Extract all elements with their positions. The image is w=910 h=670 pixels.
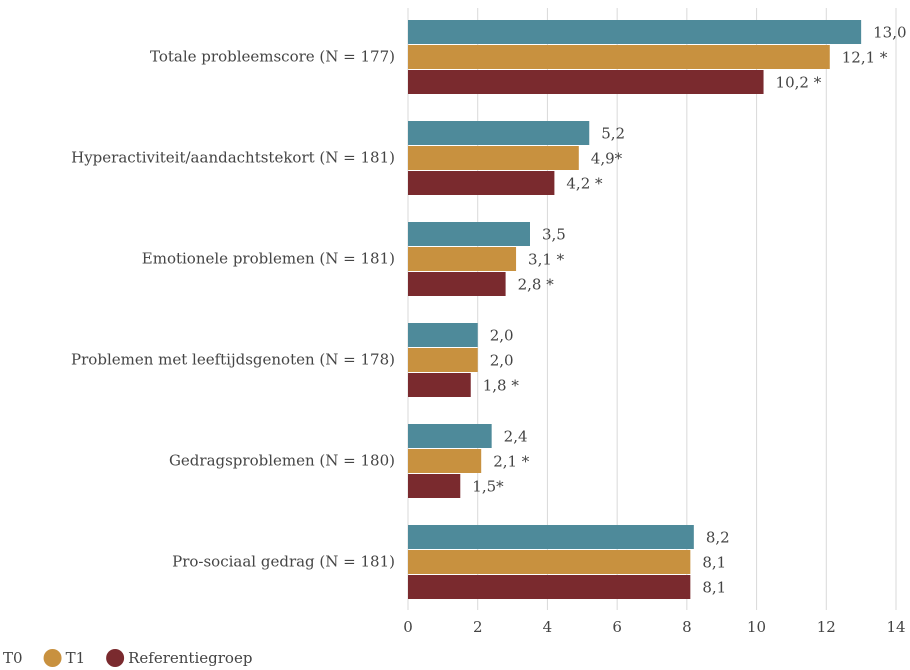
value-label: 3,5 — [542, 226, 566, 244]
x-tick-label: 12 — [817, 618, 836, 636]
x-tick-label: 6 — [612, 618, 622, 636]
value-label: 4,2 * — [566, 175, 603, 193]
bar — [408, 70, 764, 94]
value-label: 2,8 * — [518, 276, 555, 294]
bar — [408, 146, 579, 170]
bar — [408, 272, 506, 296]
category-label: Gedragsproblemen (N = 180) — [169, 452, 395, 470]
bar — [408, 575, 691, 599]
bar — [408, 373, 471, 397]
bar — [408, 424, 492, 448]
bar — [408, 171, 555, 195]
value-label: 10,2 * — [776, 74, 822, 92]
x-tick-label: 4 — [543, 618, 553, 636]
value-label: 2,4 — [504, 428, 528, 446]
bar — [408, 550, 691, 574]
bar — [408, 449, 482, 473]
value-label: 2,0 — [490, 327, 514, 345]
category-label: Hyperactiviteit/aandachtstekort (N = 181… — [71, 149, 395, 167]
x-tick-label: 2 — [473, 618, 483, 636]
x-tick-label: 10 — [747, 618, 766, 636]
legend-label: T1 — [66, 649, 86, 667]
value-label: 2,0 — [490, 352, 514, 370]
category-label: Totale probleemscore (N = 177) — [150, 48, 395, 66]
value-label: 5,2 — [601, 125, 625, 143]
value-label: 8,1 — [702, 554, 726, 572]
x-tick-label: 14 — [886, 618, 905, 636]
legend-label: T0 — [3, 649, 23, 667]
value-label: 13,0 — [873, 24, 906, 42]
value-label: 4,9* — [591, 150, 623, 168]
value-label: 12,1 * — [842, 49, 888, 67]
bar — [408, 525, 694, 549]
value-label: 1,5* — [472, 478, 504, 496]
category-label: Pro-sociaal gedrag (N = 181) — [172, 553, 395, 571]
bar — [408, 45, 830, 69]
category-label: Problemen met leeftijdsgenoten (N = 178) — [71, 351, 395, 369]
category-label: Emotionele problemen (N = 181) — [142, 250, 395, 268]
value-label: 3,1 * — [528, 251, 565, 269]
value-label: 8,1 — [702, 579, 726, 597]
legend-marker — [43, 649, 62, 667]
legend-label: Referentiegroep — [128, 649, 252, 667]
bar — [408, 323, 478, 347]
bar — [408, 222, 530, 246]
bar — [408, 121, 590, 145]
value-label: 2,1 * — [493, 453, 530, 471]
x-tick-label: 0 — [403, 618, 413, 636]
bar — [408, 474, 461, 498]
bar — [408, 20, 862, 44]
value-label: 8,2 — [706, 529, 730, 547]
bar — [408, 348, 478, 372]
x-tick-label: 8 — [682, 618, 692, 636]
value-label: 1,8 * — [483, 377, 520, 395]
bar — [408, 247, 517, 271]
legend-marker — [106, 649, 125, 667]
